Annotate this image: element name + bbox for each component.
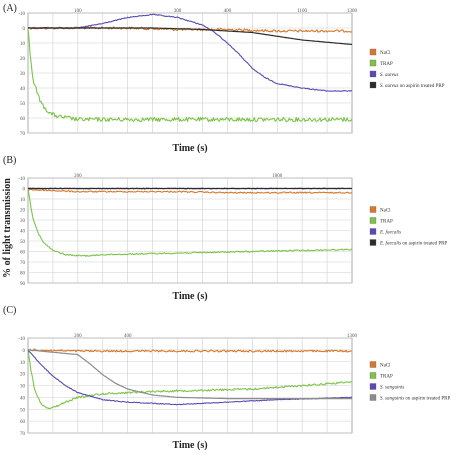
- x-tick-label: 1300: [347, 334, 358, 339]
- y-tick-label: 30: [20, 72, 26, 77]
- legend-entry: TRAP: [380, 375, 393, 380]
- y-tick-label: 70: [20, 132, 26, 137]
- chart-panel-a: (A)-10 0 10 20 30 40 50 60 70 100 300 400 1100 1300 Ti…: [3, 3, 445, 154]
- legend-swatch: [369, 48, 377, 56]
- legend: NaCl TRAP E. faecalis E. faecalis on aspiri…: [369, 206, 447, 247]
- legend-entry: TRAP: [380, 62, 393, 67]
- legend-entry: S. aureus: [380, 73, 398, 78]
- y-tick-label: -10: [18, 337, 25, 342]
- y-tick-label: 50: [20, 102, 26, 107]
- figure-y-axis-label: % of light transmission: [2, 178, 13, 278]
- legend-swatch: [369, 372, 377, 379]
- y-tick-label: 80: [20, 272, 26, 277]
- chart-panel-b: (B) -10 0 10 20 30 40 50 60 70 80 90 200 1000 Time (s)…: [3, 155, 447, 302]
- y-tick-label: 20: [20, 209, 26, 214]
- series-line-1: [27, 188, 353, 194]
- y-tick-label: 90: [20, 282, 26, 287]
- legend-swatch: [369, 217, 377, 224]
- legend-entry: NaCl: [380, 51, 391, 56]
- legend-swatch: [369, 239, 377, 246]
- legend-entry: S. sanguinis on aspirin treated PRP: [380, 397, 450, 402]
- y-tick-label: 40: [20, 87, 26, 92]
- y-tick-label: 20: [20, 373, 26, 378]
- series-line-1: [27, 348, 353, 353]
- legend-entry: TRAP: [380, 220, 393, 225]
- x-tick-label: 1000: [272, 174, 283, 179]
- legend: NaCl TRAP S. aureus S. aureus on aspirin tr…: [369, 48, 445, 89]
- x-tick-label: 400: [124, 334, 132, 339]
- legend-swatch: [369, 228, 377, 235]
- series-line-2: [27, 349, 353, 410]
- legend-swatch: [369, 70, 377, 78]
- legend-swatch: [369, 81, 377, 89]
- x-axis-title: Time (s): [172, 440, 207, 451]
- y-tick-label: -10: [18, 12, 25, 17]
- y-tick-label: 50: [20, 240, 26, 245]
- x-tick-label: 300: [174, 9, 182, 14]
- y-tick-label: -10: [18, 177, 25, 182]
- legend-swatch: [369, 394, 377, 401]
- legend-entry: S. sanguinis: [380, 386, 404, 391]
- legend-swatch: [369, 361, 377, 368]
- legend-entry: E. faecalis on aspirin treated PRP: [379, 242, 447, 247]
- x-tick-label: 200: [74, 334, 82, 339]
- series-line-2: [27, 28, 353, 123]
- x-tick-label: 1300: [347, 9, 358, 14]
- panel-label: (B): [3, 155, 16, 166]
- series-line-3: [27, 349, 353, 406]
- y-tick-label: 60: [20, 117, 26, 122]
- legend-swatch: [369, 206, 377, 213]
- x-axis-title: Time (s): [172, 143, 207, 154]
- legend-entry: E. faecalis: [379, 231, 401, 236]
- y-tick-label: 30: [20, 219, 26, 224]
- legend-entry: NaCl: [380, 209, 391, 214]
- y-tick-label: 70: [20, 432, 26, 437]
- y-tick-label: 50: [20, 408, 26, 413]
- x-axis-title: Time (s): [172, 291, 207, 302]
- y-tick-label: 0: [23, 349, 26, 354]
- legend-swatch: [369, 383, 377, 390]
- y-tick-label: 70: [20, 261, 26, 266]
- y-tick-label: 30: [20, 385, 26, 390]
- chart-panel-c: (C) -10 0 10 20 30 40 50 60 70 200 400 1300 Time (s) N…: [3, 305, 450, 451]
- panel-label: (C): [3, 305, 16, 316]
- x-tick-label: 100: [74, 9, 82, 14]
- x-tick-label: 1100: [297, 9, 307, 14]
- legend-entry: NaCl: [380, 364, 391, 369]
- series-line-3: [28, 13, 353, 92]
- x-tick-label: 200: [74, 174, 82, 179]
- y-tick-label: 60: [20, 251, 26, 256]
- y-tick-label: 20: [20, 57, 26, 62]
- y-tick-label: 10: [20, 42, 26, 47]
- x-tick-label: 400: [224, 9, 232, 14]
- y-tick-label: 60: [20, 420, 26, 425]
- series-line-2: [27, 189, 353, 257]
- legend-swatch: [369, 59, 377, 67]
- legend: NaCl TRAP S. sanguinis S. sanguinis on aspi…: [369, 361, 450, 402]
- y-tick-label: 40: [20, 396, 26, 401]
- y-tick-label: 0: [23, 27, 26, 32]
- panel-label: (A): [3, 3, 17, 14]
- series-line-4: [28, 27, 353, 46]
- series-line-4: [27, 349, 352, 400]
- y-tick-label: 10: [20, 198, 26, 203]
- y-tick-label: 10: [20, 361, 26, 366]
- legend-entry: S. aureus on aspirin treated PRP: [380, 84, 445, 89]
- y-tick-label: 40: [20, 230, 26, 235]
- y-tick-label: 0: [23, 188, 26, 193]
